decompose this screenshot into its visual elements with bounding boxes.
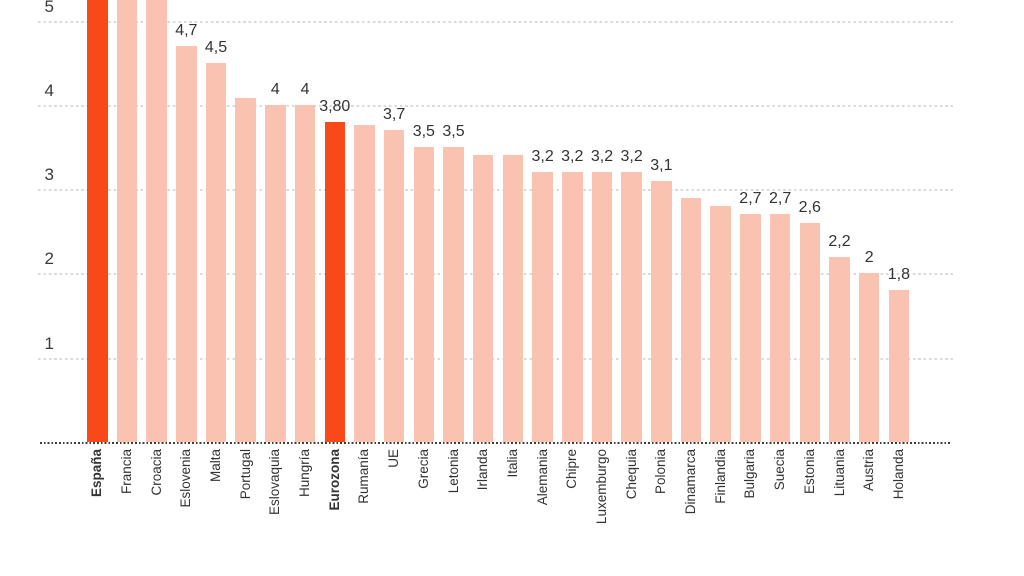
gridline-y-5 xyxy=(38,20,955,23)
x-category-label: Italia xyxy=(504,449,520,478)
bar-polonia xyxy=(651,180,672,442)
bar-irlanda xyxy=(472,155,494,442)
bar-value-label: 2,7 xyxy=(739,190,762,208)
x-category-label: Lituania xyxy=(831,449,847,497)
x-category-label: Hungría xyxy=(297,449,313,498)
bar-lituania xyxy=(829,256,850,442)
x-category-label: Holanda xyxy=(890,449,906,500)
bar-value-label: 2,7 xyxy=(768,190,792,208)
bar-alemania xyxy=(532,172,553,442)
bar-value-label: 3,2 xyxy=(590,148,614,166)
bar-value-label: 3,2 xyxy=(620,148,643,166)
bar-eslovaquia xyxy=(265,104,286,442)
bar-finlandia xyxy=(710,205,731,442)
bar-estonia xyxy=(799,222,821,442)
bar-value-label: 3,7 xyxy=(383,106,406,124)
x-category-label: Chipre xyxy=(564,449,580,489)
x-category-label: Alemania xyxy=(534,449,550,506)
bar-value-label: 2 xyxy=(864,249,874,267)
bar-holanda xyxy=(888,290,910,442)
bar-chipre xyxy=(562,172,583,442)
x-category-label: Eslovenia xyxy=(178,449,194,508)
x-category-label: Irlanda xyxy=(475,449,491,491)
bar-value-label: 2,6 xyxy=(798,198,821,216)
y-tick-label: 4 xyxy=(44,80,54,100)
bar-italia xyxy=(502,155,524,442)
gridline-y-2 xyxy=(38,273,955,276)
gridline-y-3 xyxy=(38,189,955,192)
bar-dinamarca xyxy=(680,197,702,442)
x-category-label: UE xyxy=(386,449,402,468)
y-tick-label: 5 xyxy=(44,0,54,16)
bar-francia xyxy=(116,0,138,442)
bar-value-label: 3,1 xyxy=(650,156,673,174)
bar-españa xyxy=(87,0,108,442)
x-category-label: Eurozona xyxy=(326,449,342,511)
x-category-label: Grecia xyxy=(415,449,431,489)
bar-value-label: 3,2 xyxy=(531,148,554,166)
x-category-label: Letonia xyxy=(445,449,461,494)
bar-value-label: 4 xyxy=(270,80,280,98)
bar-hungría xyxy=(294,104,316,442)
y-tick-label: 1 xyxy=(44,333,54,353)
y-tick-label: 2 xyxy=(44,249,54,269)
bar-ue xyxy=(383,130,405,442)
bar-letonia xyxy=(443,146,464,442)
x-category-label: Rumanía xyxy=(356,449,372,504)
bar-value-label: 4,5 xyxy=(204,38,228,56)
bar-bulgaria xyxy=(740,214,761,442)
bar-value-label: 4 xyxy=(300,80,310,98)
bar-value-label: 3,5 xyxy=(442,122,465,140)
bar-malta xyxy=(205,62,227,442)
x-category-label: Finlandia xyxy=(712,449,728,504)
bar-value-label: 1,8 xyxy=(887,266,910,284)
y-tick-label: 3 xyxy=(44,165,54,185)
x-category-label: Austria xyxy=(861,449,877,492)
bar-rumanía xyxy=(354,125,375,442)
bar-value-label: 3,5 xyxy=(412,122,435,140)
x-category-label: Portugal xyxy=(237,449,253,500)
x-category-label: Estonia xyxy=(801,449,817,495)
x-category-label: Malta xyxy=(208,449,223,483)
x-category-label: Eslovaquia xyxy=(267,449,283,516)
bar-portugal xyxy=(235,98,256,442)
bar-eurozona xyxy=(324,121,346,442)
bar-luxemburgo xyxy=(591,172,613,442)
x-category-label: Dinamarca xyxy=(683,449,699,515)
bar-grecia xyxy=(413,146,435,442)
bar-value-label: 3,2 xyxy=(561,148,584,166)
x-category-label: Polonia xyxy=(653,449,669,495)
x-category-label: Croacia xyxy=(148,449,164,496)
x-category-label: Luxemburgo xyxy=(593,449,609,525)
x-category-label: Francia xyxy=(118,449,134,495)
bar-value-label: 2,2 xyxy=(828,232,851,250)
x-category-label: Bulgaria xyxy=(742,449,758,499)
x-axis-baseline xyxy=(40,442,952,445)
bar-value-label: 3,80 xyxy=(319,97,351,115)
bar-eslovenia xyxy=(176,45,197,442)
bar-croacia xyxy=(146,0,167,442)
bar-value-label: 4,7 xyxy=(175,21,198,39)
bar-suecia xyxy=(769,214,791,442)
x-category-label: Suecia xyxy=(772,449,788,491)
gridline-y-4 xyxy=(38,104,955,107)
x-category-label: España xyxy=(89,449,105,498)
bar-austria xyxy=(858,273,880,442)
bar-chequia xyxy=(621,172,642,442)
gridline-y-1 xyxy=(38,357,955,360)
x-category-label: Chequia xyxy=(623,449,639,500)
